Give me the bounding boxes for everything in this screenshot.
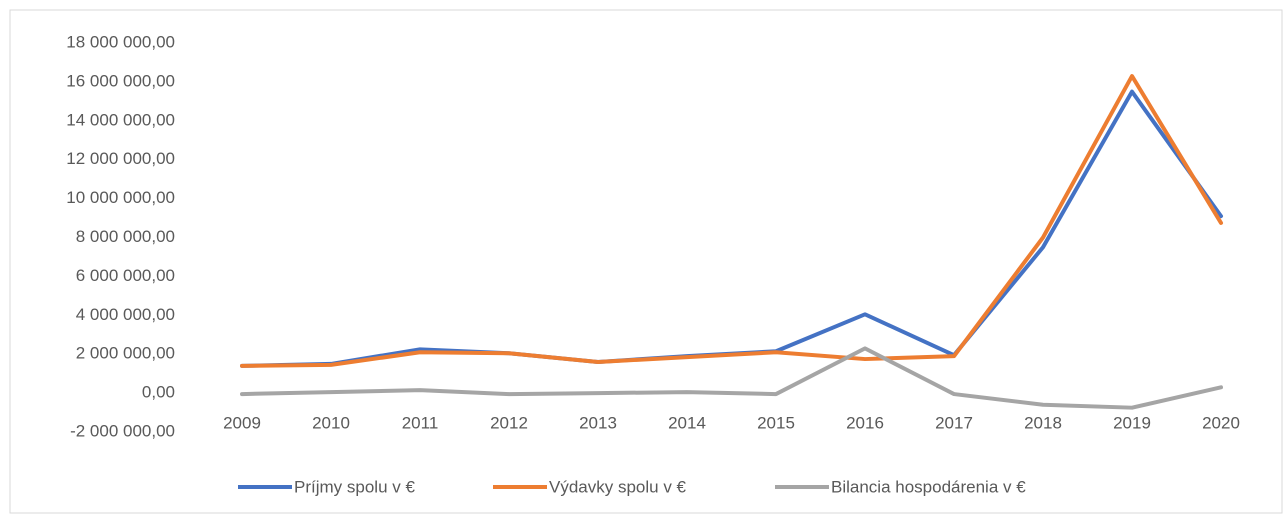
x-tick-label: 2019 — [1113, 413, 1151, 432]
y-tick-label: 2 000 000,00 — [76, 344, 175, 363]
y-tick-label: 4 000 000,00 — [76, 305, 175, 324]
y-tick-label: -2 000 000,00 — [70, 421, 175, 440]
y-tick-label: 6 000 000,00 — [76, 266, 175, 285]
x-tick-label: 2014 — [668, 413, 706, 432]
x-tick-label: 2010 — [312, 413, 350, 432]
series-line — [240, 74, 1223, 368]
x-tick-label: 2016 — [846, 413, 884, 432]
y-tick-label: 14 000 000,00 — [66, 110, 175, 129]
y-tick-label: 0,00 — [142, 383, 175, 402]
chart-border — [9, 9, 1283, 514]
x-tick-label: 2011 — [402, 413, 439, 432]
legend-label: Bilancia hospodárenia v € — [831, 477, 1026, 496]
x-tick-label: 2013 — [579, 413, 617, 432]
y-tick-label: 10 000 000,00 — [66, 188, 175, 207]
x-tick-label: 2017 — [935, 413, 973, 432]
x-tick-label: 2009 — [223, 413, 261, 432]
x-tick-label: 2015 — [757, 413, 795, 432]
y-tick-label: 12 000 000,00 — [66, 149, 175, 168]
legend-label: Príjmy spolu v € — [294, 477, 415, 496]
x-tick-label: 2020 — [1202, 413, 1240, 432]
series-line — [240, 346, 1223, 410]
x-tick-label: 2018 — [1024, 413, 1062, 432]
y-tick-label: 18 000 000,00 — [66, 32, 175, 51]
legend-label: Výdavky spolu v € — [549, 477, 687, 496]
y-tick-label: 8 000 000,00 — [76, 227, 175, 246]
x-tick-label: 2012 — [490, 413, 528, 432]
y-tick-label: 16 000 000,00 — [66, 71, 175, 90]
